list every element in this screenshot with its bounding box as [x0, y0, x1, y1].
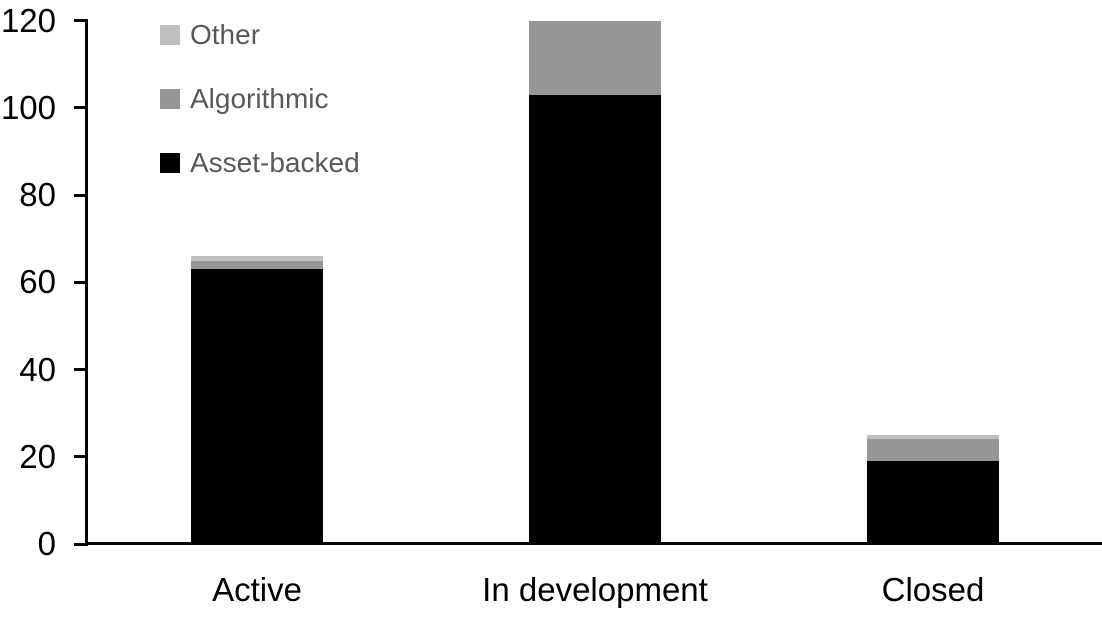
legend-item-asset-backed: Asset-backed	[160, 149, 360, 177]
bar-segment-closed-other	[867, 434, 999, 440]
legend-label: Asset-backed	[190, 147, 360, 178]
y-tick	[74, 106, 88, 110]
y-tick-label: 0	[37, 525, 56, 562]
bar-segment-active-other	[191, 256, 323, 261]
y-tick	[74, 542, 88, 546]
legend-swatch-icon	[160, 153, 180, 173]
bar-segment-in-development-algorithmic	[529, 20, 661, 95]
y-tick	[74, 455, 88, 459]
bar-segment-closed-algorithmic	[867, 439, 999, 462]
bar-segment-closed-asset-backed	[867, 461, 999, 544]
category-label-in-development: In development	[482, 571, 708, 608]
legend-item-algorithmic: Algorithmic	[160, 85, 328, 113]
y-tick-label: 20	[19, 437, 56, 475]
bar-segment-active-algorithmic	[191, 260, 323, 270]
y-tick-label: 60	[19, 263, 56, 301]
legend-swatch-icon	[160, 25, 180, 45]
legend-item-other: Other	[160, 21, 260, 49]
y-tick	[74, 368, 88, 372]
category-label-active: Active	[212, 571, 302, 608]
bar-segment-active-asset-backed	[191, 269, 323, 544]
bar-segment-in-development-asset-backed	[529, 94, 661, 544]
y-tick	[74, 280, 88, 284]
legend-swatch-icon	[160, 89, 180, 109]
y-tick-label: 100	[0, 88, 56, 126]
y-tick	[74, 19, 88, 23]
category-label-closed: Closed	[881, 571, 985, 608]
y-tick	[74, 193, 88, 197]
y-tick-label: 80	[19, 176, 56, 214]
legend-label: Other	[190, 19, 261, 50]
legend-label: Algorithmic	[190, 83, 329, 114]
y-tick-label: 40	[19, 350, 56, 388]
y-tick-label: 120	[0, 1, 56, 39]
